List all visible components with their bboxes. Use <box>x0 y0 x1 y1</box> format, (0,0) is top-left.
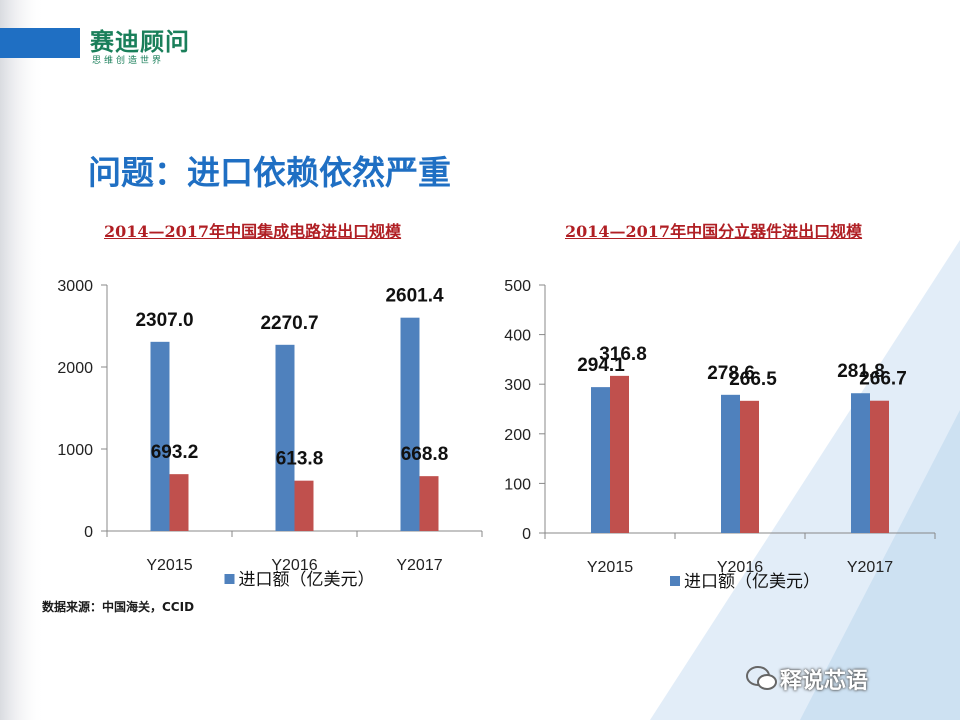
data-source: 数据来源：中国海关，CCID <box>42 600 195 614</box>
page-title: 问题：进口依赖依然严重 <box>88 153 451 192</box>
logo-bar <box>0 28 80 58</box>
wechat-icon <box>746 666 777 690</box>
x-tick-label: Y2015 <box>146 557 192 574</box>
watermark: 释说芯语 <box>780 669 869 694</box>
legend-swatch <box>670 576 680 586</box>
bar-export <box>294 480 314 531</box>
y-tick-label: 2000 <box>57 360 93 377</box>
bar-export <box>610 375 629 533</box>
data-label: 294.1 <box>577 355 625 376</box>
legend-label: 进口额（亿美元） <box>684 572 820 592</box>
chart-title-discrete: 2014—2017年中国分立器件进出口规模 <box>565 222 863 241</box>
bar-import <box>150 341 170 531</box>
legend-label: 进口额（亿美元） <box>239 570 375 590</box>
y-tick-label: 300 <box>504 377 531 394</box>
data-label: 2601.4 <box>385 286 444 307</box>
y-tick-label: 0 <box>522 526 531 543</box>
y-tick-label: 200 <box>504 427 531 444</box>
chart-title-ic: 2014—2017年中国集成电路进出口规模 <box>104 222 402 241</box>
y-tick-label: 100 <box>504 476 531 493</box>
bar-export <box>870 400 889 533</box>
bar-import <box>275 344 295 531</box>
bar-import <box>721 394 740 533</box>
x-tick-label: Y2015 <box>587 559 633 576</box>
chart-ic-import-export: 0 1000 2000 3000 Y2015 Y2016 Y2017 2307.0 2270.7… <box>57 278 483 590</box>
data-label: 266.5 <box>729 369 777 390</box>
data-label: 278.6 <box>707 363 755 384</box>
chart-discrete-import-export: 0 100 200 300 400 500 Y2015 Y2016 Y2017 294.1 278.… <box>504 278 936 592</box>
data-label: 2307.0 <box>135 310 193 331</box>
x-tick-label: Y2016 <box>717 559 763 576</box>
logo: 赛迪顾问 <box>90 27 190 56</box>
y-tick-label: 3000 <box>57 278 93 295</box>
y-tick-label: 0 <box>84 524 93 541</box>
y-tick-label: 400 <box>504 328 531 345</box>
bar-import <box>591 387 610 533</box>
data-label: 266.7 <box>859 369 907 390</box>
data-label: 613.8 <box>276 449 324 470</box>
x-tick-label: Y2017 <box>396 557 442 574</box>
bar-import <box>851 393 870 533</box>
bar-export <box>169 474 189 531</box>
x-tick-label: Y2017 <box>847 559 893 576</box>
y-tick-label: 1000 <box>57 442 93 459</box>
y-tick-label: 500 <box>504 278 531 295</box>
bar-import <box>400 317 420 531</box>
logo-tagline: 思维创造世界 <box>92 56 165 66</box>
data-label: 2270.7 <box>260 313 318 334</box>
bar-export <box>419 476 439 531</box>
data-label: 281.8 <box>837 361 885 382</box>
data-label: 693.2 <box>151 442 199 463</box>
legend-swatch <box>224 574 235 584</box>
data-label: 316.8 <box>599 344 647 365</box>
x-tick-label: Y2016 <box>271 557 317 574</box>
bar-export <box>740 400 759 533</box>
data-label: 668.8 <box>401 444 449 465</box>
